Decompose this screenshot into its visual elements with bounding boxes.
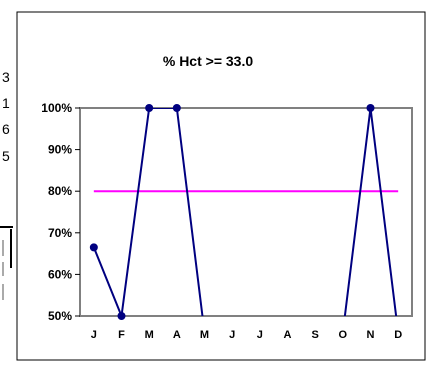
x-tick-label: J <box>257 329 263 341</box>
plot-area <box>79 107 413 317</box>
left-fragment: 6 <box>2 121 10 137</box>
series-line <box>343 108 398 316</box>
data-point <box>172 104 181 112</box>
data-point <box>145 104 154 112</box>
y-tick-label: 90% <box>48 143 72 157</box>
x-tick-label: J <box>91 329 97 341</box>
x-tick-label: J <box>229 329 235 341</box>
y-tick-label: 50% <box>48 309 72 323</box>
chart-title: % Hct >= 33.0 <box>163 53 253 69</box>
x-tick-label: M <box>145 329 154 341</box>
x-tick-label: S <box>311 329 318 341</box>
x-tick-label: A <box>173 329 181 341</box>
left-fragment: 3 <box>2 69 10 85</box>
x-tick-label: D <box>394 329 402 341</box>
y-tick-label: 60% <box>48 267 72 281</box>
left-fragment: 5 <box>2 148 10 164</box>
series-line <box>92 108 204 316</box>
data-point <box>117 312 126 320</box>
x-tick-label: O <box>339 329 348 341</box>
y-tick-label: 100% <box>41 101 72 115</box>
data-point <box>366 104 375 112</box>
left-fragment: 1 <box>2 95 10 111</box>
y-tick-label: 70% <box>48 226 72 240</box>
data-point <box>89 243 98 252</box>
x-tick-label: M <box>200 329 209 341</box>
y-tick-label: 80% <box>48 184 72 198</box>
x-tick-label: N <box>367 329 375 341</box>
x-tick-label: F <box>118 329 125 341</box>
x-tick-label: A <box>284 329 292 341</box>
